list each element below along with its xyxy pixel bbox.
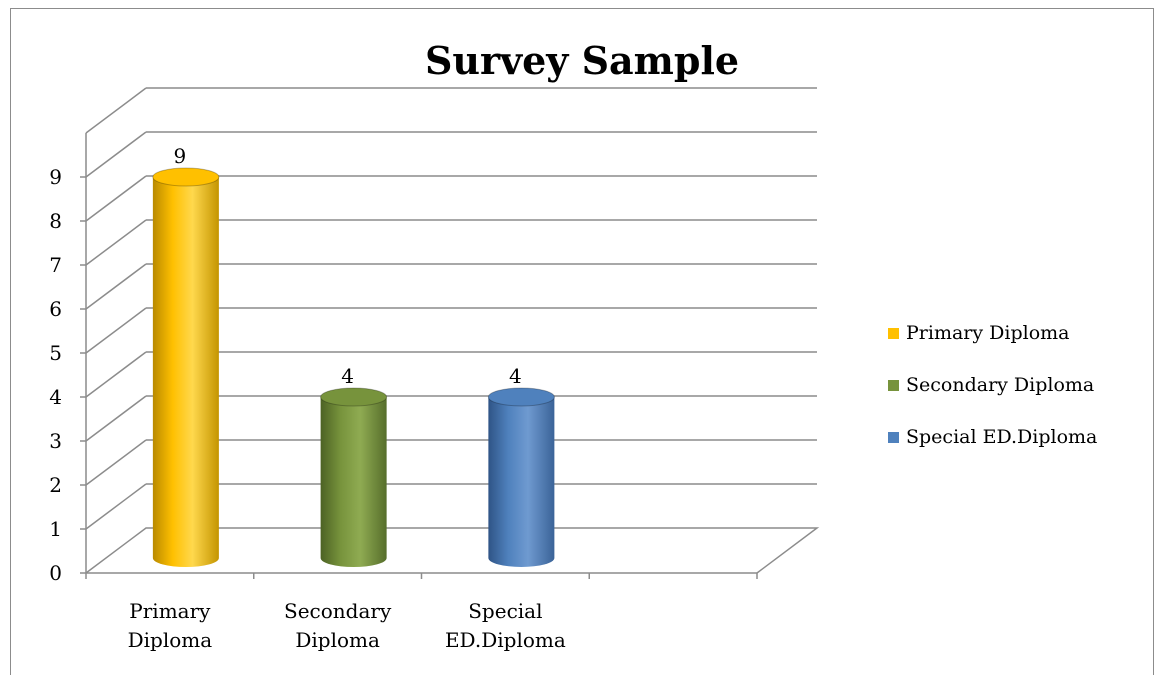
x-tick-label: Secondary Diploma — [284, 599, 392, 652]
gridline-side — [85, 307, 147, 354]
data-label: 9 — [174, 144, 187, 168]
bar-body — [152, 177, 219, 567]
y-tick-label: 1 — [49, 517, 62, 541]
bar-primary-diploma — [152, 167, 220, 567]
legend-swatch — [888, 379, 899, 391]
legend: Primary Diploma Secondary Diploma Specia… — [888, 320, 1097, 476]
legend-item-primary-diploma: Primary Diploma — [888, 320, 1097, 346]
gridline-side — [85, 131, 147, 178]
bar-top — [152, 167, 220, 187]
y-tick-label: 7 — [49, 253, 62, 277]
gridline-side — [85, 263, 147, 310]
x-tick-label: Primary Diploma — [128, 599, 213, 652]
bar-secondary-diploma — [320, 387, 388, 567]
y-tick-label: 0 — [49, 561, 62, 585]
legend-label: Special ED.Diploma — [906, 426, 1098, 448]
legend-item-secondary-diploma: Secondary Diploma — [888, 372, 1097, 398]
data-label: 4 — [509, 364, 522, 388]
chart-title: Survey Sample — [424, 38, 740, 83]
gridline-side — [85, 395, 147, 442]
gridline-side — [85, 439, 147, 486]
y-tick-label: 8 — [49, 209, 62, 233]
y-tick-label: 6 — [49, 297, 62, 321]
gridline-side — [85, 87, 147, 134]
legend-swatch — [888, 327, 899, 339]
y-tick-label: 4 — [49, 385, 62, 409]
y-tick-label: 5 — [49, 341, 62, 365]
x-tick-label: Special ED.Diploma — [445, 599, 566, 652]
data-label: 4 — [341, 364, 354, 388]
bar-body — [320, 397, 387, 567]
y-tick-label: 2 — [49, 473, 62, 497]
bar-special-ed-diploma — [487, 387, 555, 567]
gridline-side — [85, 175, 147, 222]
legend-label: Secondary Diploma — [906, 374, 1095, 396]
y-tick-label: 3 — [49, 429, 62, 453]
bar-top — [487, 387, 555, 407]
floor — [85, 527, 820, 574]
legend-item-special-ed-diploma: Special ED.Diploma — [888, 424, 1097, 450]
gridline-side — [85, 219, 147, 266]
gridline-side — [85, 351, 147, 398]
y-tick-label: 9 — [49, 165, 62, 189]
bar-top — [320, 387, 388, 407]
legend-swatch — [888, 431, 899, 443]
gridline-side — [85, 483, 147, 530]
bar-body — [488, 397, 555, 567]
legend-label: Primary Diploma — [906, 322, 1070, 344]
